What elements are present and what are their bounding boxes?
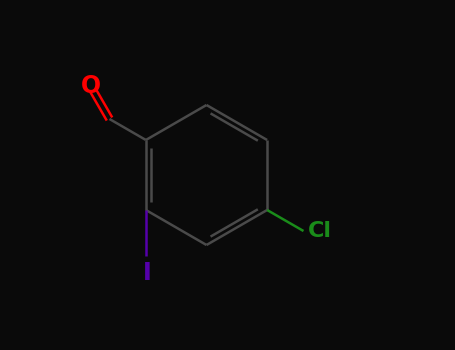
Text: Cl: Cl bbox=[308, 221, 332, 241]
Text: O: O bbox=[81, 74, 101, 98]
Text: I: I bbox=[143, 261, 152, 285]
